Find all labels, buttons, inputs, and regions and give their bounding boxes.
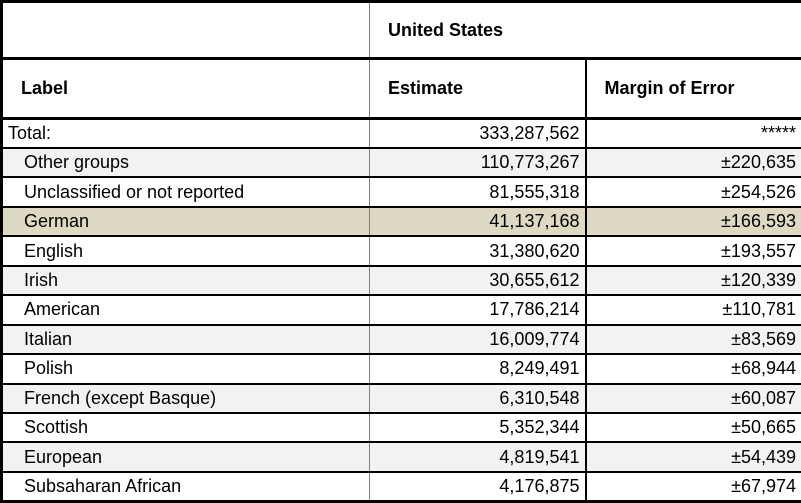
row-label-cell[interactable]: Subsaharan African: [1, 471, 370, 503]
row-label-cell[interactable]: Italian: [1, 324, 370, 356]
row-label-cell[interactable]: American: [1, 295, 370, 326]
table-row[interactable]: Other groups 110,773,267 ±220,635: [1, 147, 801, 179]
table-row[interactable]: Subsaharan African 4,176,875 ±67,974: [1, 471, 801, 503]
row-moe-cell[interactable]: ±67,974: [585, 471, 801, 503]
row-moe-cell[interactable]: ±50,665: [585, 413, 801, 444]
table-row[interactable]: Scottish 5,352,344 ±50,665: [1, 413, 801, 444]
row-estimate-cell[interactable]: 16,009,774: [369, 324, 587, 356]
row-moe-cell[interactable]: *****: [585, 118, 801, 149]
row-moe-cell[interactable]: ±220,635: [585, 147, 801, 179]
row-label-cell[interactable]: Scottish: [1, 413, 370, 444]
column-header-estimate: Estimate: [369, 58, 587, 120]
row-estimate-cell[interactable]: 5,352,344: [369, 413, 587, 444]
table-body: Total: 333,287,562 ***** Other groups 110,77…: [1, 118, 801, 503]
table-row[interactable]: Unclassified or not reported 81,555,318 ±2…: [1, 177, 801, 208]
blank-header-cell: [1, 1, 370, 60]
row-estimate-cell[interactable]: 4,176,875: [369, 471, 587, 503]
row-estimate-cell[interactable]: 110,773,267: [369, 147, 587, 179]
row-moe-cell[interactable]: ±60,087: [585, 383, 801, 415]
table-row[interactable]: German 41,137,168 ±166,593: [1, 206, 801, 238]
table-row[interactable]: English 31,380,620 ±193,557: [1, 236, 801, 267]
table-row[interactable]: Polish 8,249,491 ±68,944: [1, 354, 801, 385]
row-estimate-cell[interactable]: 31,380,620: [369, 236, 587, 267]
row-label-cell[interactable]: French (except Basque): [1, 383, 370, 415]
row-label-cell[interactable]: Irish: [1, 265, 370, 297]
row-label-cell[interactable]: Other groups: [1, 147, 370, 179]
table-row[interactable]: Irish 30,655,612 ±120,339: [1, 265, 801, 297]
column-header-label: Label: [1, 58, 370, 120]
row-moe-cell[interactable]: ±166,593: [585, 206, 801, 238]
table-row[interactable]: American 17,786,214 ±110,781: [1, 295, 801, 326]
row-estimate-cell[interactable]: 81,555,318: [369, 177, 587, 208]
row-moe-cell[interactable]: ±193,557: [585, 236, 801, 267]
table-row[interactable]: Total: 333,287,562 *****: [1, 118, 801, 149]
row-estimate-cell[interactable]: 41,137,168: [369, 206, 587, 238]
row-moe-cell[interactable]: ±54,439: [585, 442, 801, 473]
table-row[interactable]: European 4,819,541 ±54,439: [1, 442, 801, 473]
row-moe-cell[interactable]: ±110,781: [585, 295, 801, 326]
row-estimate-cell[interactable]: 6,310,548: [369, 383, 587, 415]
row-moe-cell[interactable]: ±68,944: [585, 354, 801, 385]
geography-header: United States: [369, 1, 801, 60]
column-header-moe: Margin of Error: [585, 58, 801, 120]
row-estimate-cell[interactable]: 8,249,491: [369, 354, 587, 385]
row-moe-cell[interactable]: ±254,526: [585, 177, 801, 208]
row-estimate-cell[interactable]: 17,786,214: [369, 295, 587, 326]
row-label-cell[interactable]: German: [1, 206, 370, 238]
table-row[interactable]: French (except Basque) 6,310,548 ±60,087: [1, 383, 801, 415]
row-label-cell[interactable]: European: [1, 442, 370, 473]
row-label-cell[interactable]: Total:: [1, 118, 370, 149]
row-label-cell[interactable]: Polish: [1, 354, 370, 385]
row-estimate-cell[interactable]: 4,819,541: [369, 442, 587, 473]
row-estimate-cell[interactable]: 333,287,562: [369, 118, 587, 149]
row-label-cell[interactable]: English: [1, 236, 370, 267]
geography-header-row: United States: [1, 1, 801, 60]
row-moe-cell[interactable]: ±83,569: [585, 324, 801, 356]
row-label-cell[interactable]: Unclassified or not reported: [1, 177, 370, 208]
column-header-row: Label Estimate Margin of Error: [1, 58, 801, 120]
row-moe-cell[interactable]: ±120,339: [585, 265, 801, 297]
row-estimate-cell[interactable]: 30,655,612: [369, 265, 587, 297]
table-row[interactable]: Italian 16,009,774 ±83,569: [1, 324, 801, 356]
